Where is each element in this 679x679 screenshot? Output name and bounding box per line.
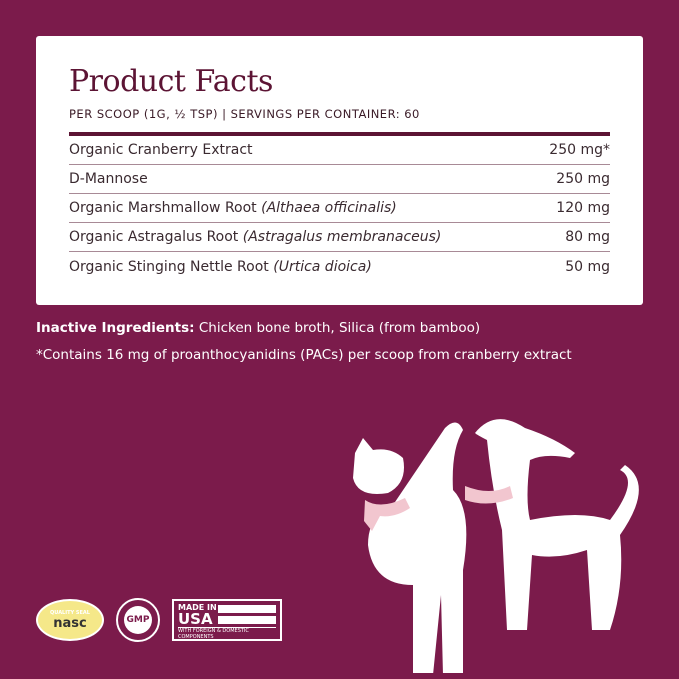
inactive-ingredients: Inactive Ingredients: Chicken bone broth… <box>36 320 480 336</box>
fact-row: Organic Marshmallow Root (Althaea offici… <box>69 194 610 223</box>
serving-info: PER SCOOP (1G, ½ TSP) | SERVINGS PER CON… <box>69 107 420 121</box>
ingredient-name: Organic Marshmallow Root (Althaea offici… <box>69 200 397 216</box>
inactive-text: Chicken bone broth, Silica (from bamboo) <box>194 320 481 336</box>
usa-line1: MADE IN <box>178 603 217 612</box>
fact-row: Organic Stinging Nettle Root (Urtica dio… <box>69 252 610 281</box>
nasc-quality-seal: QUALITY SEAL nasc <box>36 599 104 641</box>
cat-and-dog-illustration <box>353 419 639 673</box>
nasc-top: QUALITY SEAL <box>50 609 90 616</box>
inactive-label: Inactive Ingredients: <box>36 320 195 336</box>
product-facts-panel: Product Facts PER SCOOP (1G, ½ TSP) | SE… <box>36 36 643 305</box>
ingredient-name: Organic Astragalus Root (Astragalus memb… <box>69 229 442 245</box>
ingredient-amount: 50 mg <box>565 258 610 275</box>
gmp-text: GMP <box>124 606 152 634</box>
footnote: *Contains 16 mg of proanthocyanidins (PA… <box>36 347 572 363</box>
usa-line2: USA <box>178 610 213 628</box>
usa-sub: WITH FOREIGN & DOMESTIC COMPONENTS <box>178 627 276 640</box>
fact-row: D-Mannose 250 mg <box>69 165 610 194</box>
ingredient-amount: 120 mg <box>556 200 610 216</box>
ingredient-amount: 250 mg <box>556 171 610 187</box>
gmp-seal: GMP <box>116 598 160 642</box>
made-in-usa-badge: MADE IN USA WITH FOREIGN & DOMESTIC COMP… <box>172 599 282 641</box>
ingredient-name: D-Mannose <box>69 171 148 187</box>
ingredient-amount: 80 mg <box>565 229 610 245</box>
fact-row: Organic Astragalus Root (Astragalus memb… <box>69 223 610 252</box>
certification-badges: QUALITY SEAL nasc GMP MADE IN USA WITH FO… <box>36 598 282 642</box>
divider <box>69 132 610 136</box>
fact-row: Organic Cranberry Extract 250 mg* <box>69 136 610 165</box>
ingredient-name: Organic Stinging Nettle Root (Urtica dio… <box>69 258 372 275</box>
ingredient-amount: 250 mg* <box>549 142 610 158</box>
nasc-text: nasc <box>53 615 87 631</box>
page-title: Product Facts <box>69 64 273 99</box>
ingredient-name: Organic Cranberry Extract <box>69 142 253 158</box>
